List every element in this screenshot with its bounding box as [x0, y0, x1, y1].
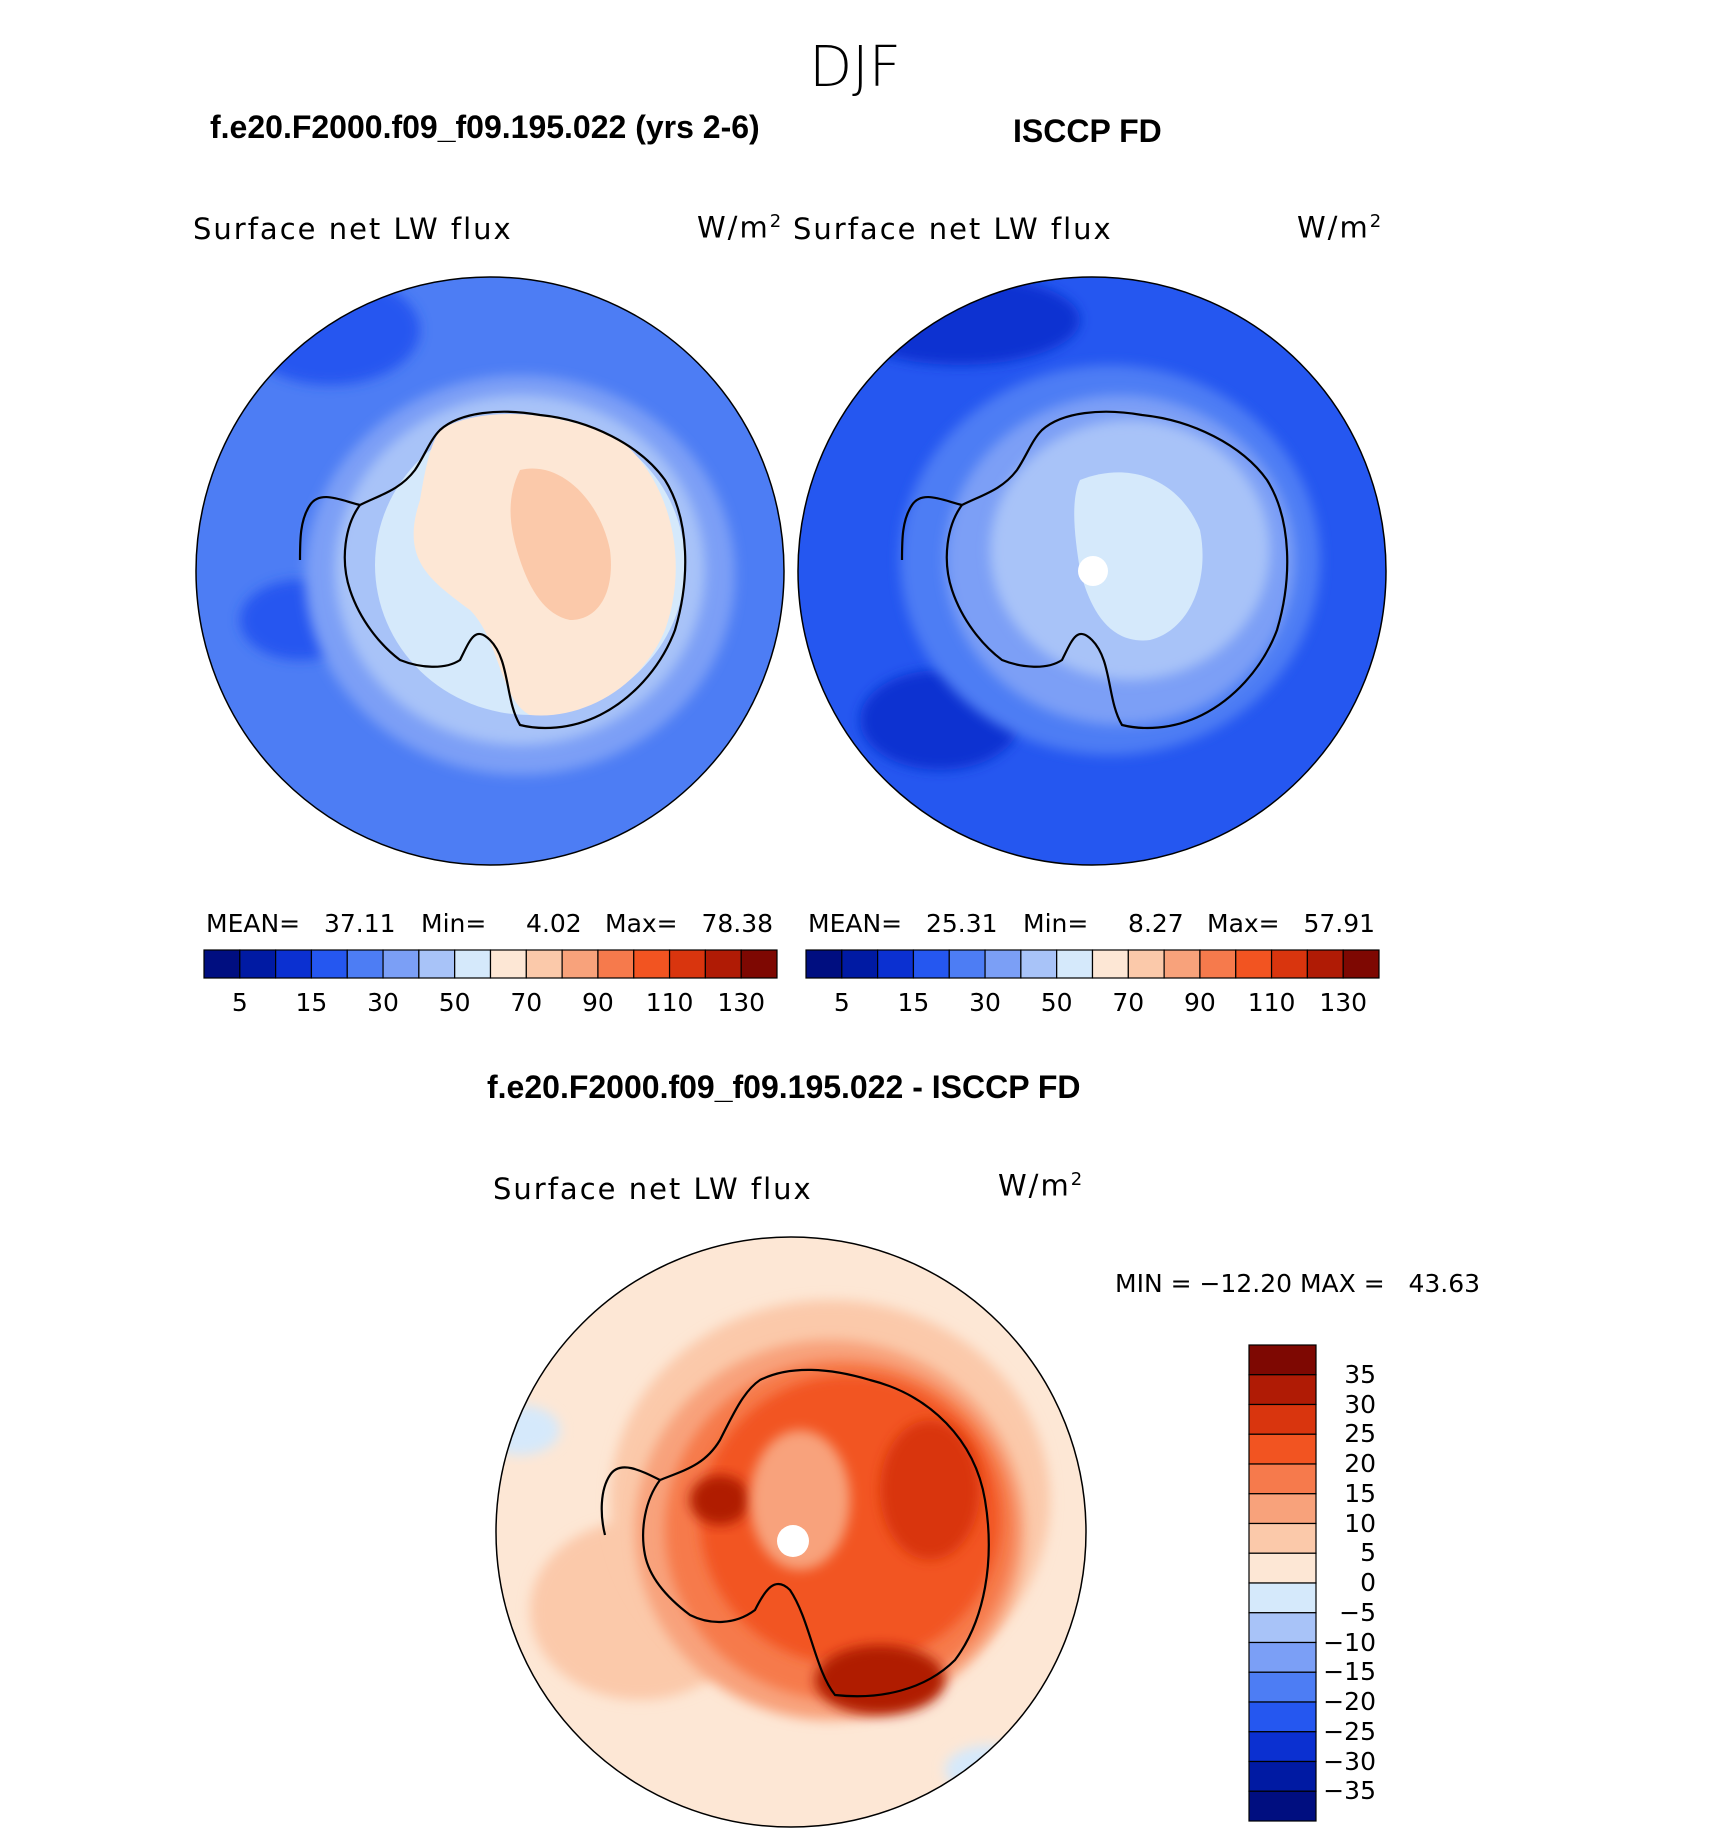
diff-colorbar-swatch	[1248, 1582, 1317, 1614]
model-colorbar	[203, 949, 778, 979]
diff-colorbar-swatch	[1248, 1790, 1317, 1822]
diff-colorbar-swatch	[1248, 1671, 1317, 1703]
diff-colorbar-tick-label: −5	[1339, 1597, 1376, 1627]
diff-colorbar-tick-label: 30	[1344, 1389, 1376, 1419]
model-min-stat: Min= 4.02	[421, 909, 582, 938]
obs-colorbar-tick-label: 5	[833, 988, 850, 1017]
obs-colorbar-swatch	[1306, 949, 1344, 979]
diff-colorbar-tick-label: −15	[1323, 1657, 1376, 1687]
model-variable-label: Surface net LW flux	[193, 212, 513, 246]
obs-colorbar-swatch	[877, 949, 915, 979]
diff-colorbar-swatch	[1248, 1552, 1317, 1584]
diff-colorbar-swatch	[1248, 1731, 1317, 1763]
obs-max-stat: Max= 57.91	[1207, 909, 1376, 938]
diff-colorbar-swatch	[1248, 1403, 1317, 1435]
obs-colorbar-swatch	[984, 949, 1022, 979]
obs-colorbar-swatch	[1199, 949, 1237, 979]
obs-colorbar-tick-label: 30	[969, 988, 1001, 1017]
obs-unit-label: W/m2	[1297, 210, 1384, 245]
model-colorbar-swatch	[310, 949, 348, 979]
model-colorbar-tick-label: 50	[438, 988, 471, 1017]
obs-polar-map	[797, 276, 1387, 866]
obs-colorbar-tick-label: 15	[897, 988, 930, 1017]
diff-colorbar-tick-label: 10	[1344, 1508, 1376, 1538]
model-colorbar-swatch	[525, 949, 563, 979]
obs-colorbar-tick-label: 70	[1112, 988, 1145, 1017]
obs-colorbar-labels: 5 15 30 50 70 90 110 130	[0, 988, 1710, 1018]
diff-colorbar-swatch	[1248, 1641, 1317, 1673]
model-colorbar-tick-label: 110	[645, 988, 694, 1017]
diff-colorbar-swatch	[1248, 1433, 1317, 1465]
diff-colorbar-tick-label: −10	[1323, 1627, 1376, 1657]
model-unit-label: W/m2	[697, 210, 784, 245]
diff-colorbar-tick-label: −20	[1323, 1687, 1376, 1716]
obs-colorbar-swatch	[1342, 949, 1380, 979]
diff-colorbar-swatch	[1248, 1522, 1317, 1554]
diff-colorbar-swatch	[1248, 1760, 1317, 1792]
diff-panel-title: f.e20.F2000.f09_f09.195.022 - ISCCP FD	[487, 1069, 1081, 1105]
diff-minmax-stat: MIN = −12.20 MAX = 43.63	[1115, 1269, 1481, 1298]
model-panel-title: f.e20.F2000.f09_f09.195.022 (yrs 2-6)	[210, 109, 760, 145]
model-max-stat: Max= 78.38	[605, 909, 774, 938]
model-colorbar-swatch	[489, 949, 527, 979]
diff-colorbar-tick-label: −30	[1323, 1746, 1376, 1776]
model-colorbar-swatch	[668, 949, 706, 979]
diff-polar-map	[495, 1236, 1087, 1828]
model-colorbar-tick-label: 30	[367, 988, 399, 1017]
diff-colorbar-tick-label: 20	[1344, 1449, 1376, 1478]
obs-colorbar-swatch	[805, 949, 843, 979]
model-colorbar-tick-label: 15	[295, 988, 328, 1017]
obs-colorbar-tick-label: 90	[1184, 988, 1216, 1017]
model-colorbar-swatch	[740, 949, 778, 979]
diff-colorbar	[1248, 1344, 1317, 1822]
model-polar-map	[195, 276, 785, 866]
diff-colorbar-tick-label: −25	[1323, 1716, 1376, 1746]
obs-colorbar-tick-label: 130	[1319, 988, 1368, 1017]
model-colorbar-labels: 5 15 30 50 70 90 110 130	[0, 988, 1710, 1018]
model-colorbar-swatch	[704, 949, 742, 979]
diff-unit-label: W/m2	[998, 1168, 1085, 1203]
diff-variable-label: Surface net LW flux	[493, 1172, 813, 1206]
diff-colorbar-swatch	[1248, 1493, 1317, 1525]
model-mean-stat: MEAN= 37.11	[206, 909, 396, 938]
obs-min-stat: Min= 8.27	[1023, 909, 1184, 938]
season-title: DJF	[809, 35, 901, 100]
obs-colorbar-swatch	[1163, 949, 1201, 979]
diff-colorbar-swatch	[1248, 1374, 1317, 1406]
model-colorbar-swatch	[597, 949, 635, 979]
diff-colorbar-tick-label: 25	[1344, 1419, 1376, 1449]
diff-colorbar-tick-label: −35	[1323, 1776, 1376, 1806]
diff-colorbar-tick-label: 35	[1344, 1359, 1376, 1389]
diff-colorbar-tick-label: 15	[1344, 1478, 1376, 1508]
obs-colorbar-swatch	[841, 949, 879, 979]
model-colorbar-tick-label: 5	[231, 988, 248, 1017]
model-colorbar-tick-label: 130	[717, 988, 766, 1017]
obs-colorbar-tick-label: 50	[1040, 988, 1073, 1017]
obs-mean-stat: MEAN= 25.31	[808, 909, 998, 938]
model-colorbar-tick-label: 90	[582, 988, 614, 1017]
obs-colorbar-swatch	[1056, 949, 1094, 979]
diff-colorbar-tick-label: 5	[1360, 1538, 1376, 1568]
obs-panel-title: ISCCP FD	[1013, 113, 1162, 149]
model-colorbar-tick-label: 70	[510, 988, 543, 1017]
obs-colorbar-swatch	[1127, 949, 1165, 979]
model-colorbar-swatch	[275, 949, 313, 979]
diff-colorbar-swatch	[1248, 1612, 1317, 1644]
model-colorbar-swatch	[633, 949, 671, 979]
obs-colorbar-swatch	[948, 949, 986, 979]
obs-colorbar-tick-label: 110	[1247, 988, 1296, 1017]
diff-colorbar-tick-label: 0	[1360, 1568, 1376, 1597]
obs-variable-label: Surface net LW flux	[793, 212, 1113, 246]
obs-colorbar	[805, 949, 1380, 979]
